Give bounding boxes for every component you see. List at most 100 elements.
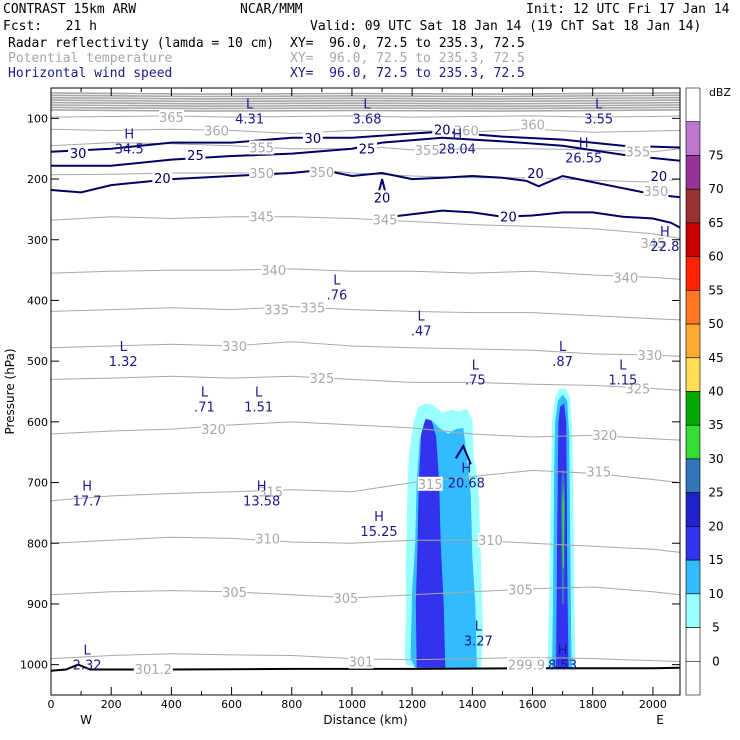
colorbar-segment bbox=[685, 593, 701, 628]
wind-label: 20 bbox=[527, 167, 544, 182]
colorbar-segment bbox=[685, 458, 701, 493]
colorbar-label: 55 bbox=[708, 283, 723, 297]
colorbar-segment bbox=[685, 391, 701, 426]
y-tick-label: 700 bbox=[27, 477, 48, 490]
valid-time: Valid: 09 UTC Sat 18 Jan 14 (19 ChT Sat … bbox=[310, 19, 702, 34]
extremum-value: 34.5 bbox=[115, 143, 144, 158]
field-wind: Horizontal wind speed bbox=[8, 66, 173, 81]
theta-label: 315 bbox=[418, 478, 443, 493]
wind-label: 20 bbox=[154, 172, 171, 187]
theta-label: 360 bbox=[520, 118, 545, 133]
y-tick-label: 300 bbox=[27, 234, 48, 247]
theta-label: 335 bbox=[264, 304, 289, 319]
extremum-value: 1.15 bbox=[608, 373, 637, 388]
wind-label: 20 bbox=[374, 191, 391, 206]
field-theta: Potential temperature bbox=[8, 51, 173, 66]
extremum-value: 4.31 bbox=[235, 112, 264, 127]
wind-label-bg bbox=[152, 170, 173, 185]
colorbar-segment bbox=[685, 526, 701, 561]
extremum-value: 13.58 bbox=[243, 495, 280, 510]
colorbar-label: 30 bbox=[708, 452, 723, 466]
theta-label-bg bbox=[249, 140, 275, 155]
colorbar-segment bbox=[685, 424, 701, 460]
colorbar: 0 5 10 15 20 25 30 35 40 45 50 55 60 65 70 75 dBZ bbox=[685, 86, 731, 696]
theta-label-bg bbox=[613, 270, 639, 285]
field-reflectivity: Radar reflectivity (lamda = 10 cm) bbox=[8, 36, 275, 51]
theta-label-bg bbox=[520, 117, 546, 132]
theta-label: 301.2 bbox=[135, 663, 172, 678]
colorbar-segment bbox=[685, 290, 701, 325]
x-tick-label: 400 bbox=[161, 698, 182, 711]
wind-label-bg bbox=[357, 141, 378, 156]
y-tick-label: 800 bbox=[27, 537, 48, 550]
theta-contour-305 bbox=[50, 586, 681, 599]
chart-title: CONTRAST 15km ARW bbox=[3, 2, 137, 17]
y-tick-label: 600 bbox=[27, 416, 48, 429]
colorbar-label: 45 bbox=[708, 351, 723, 365]
theta-contour-325 bbox=[50, 375, 681, 391]
theta-label-bg bbox=[249, 209, 275, 224]
colorbar-label: 10 bbox=[708, 587, 723, 601]
colorbar-label: 70 bbox=[708, 182, 723, 196]
wind-label: 20 bbox=[434, 123, 451, 138]
theta-label: 350 bbox=[249, 167, 274, 182]
terrain-surface bbox=[50, 663, 681, 672]
colorbar-segment bbox=[685, 492, 701, 527]
x-tick-label: 1000 bbox=[338, 698, 366, 711]
colorbar-segment bbox=[685, 222, 701, 257]
colorbar-segment bbox=[685, 188, 701, 224]
contour-labels: 365 360 360 360 355 355 355 350 350 350 345 345 345 3… bbox=[68, 110, 669, 678]
y-tick-label: 200 bbox=[27, 173, 48, 186]
x-tick-label: 1600 bbox=[519, 698, 547, 711]
theta-label: 330 bbox=[637, 349, 662, 364]
colorbar-label: 0 bbox=[712, 654, 720, 668]
extremum-H: H bbox=[579, 137, 589, 152]
theta-label-bg bbox=[625, 144, 651, 159]
y-axis-label: Pressure (hPa) bbox=[3, 348, 17, 434]
extremum-value: 3.27 bbox=[464, 634, 493, 649]
theta-label-bg bbox=[507, 582, 533, 597]
colorbar-segment bbox=[685, 121, 701, 156]
west-end-label: W bbox=[80, 713, 92, 727]
extremum-H: H bbox=[558, 644, 568, 659]
extremum-value: 28.04 bbox=[439, 143, 476, 158]
wind-contour-20 bbox=[390, 209, 681, 229]
theta-label-bg bbox=[640, 235, 666, 250]
theta-label: 360 bbox=[204, 124, 229, 139]
colorbar-label: 40 bbox=[708, 385, 723, 399]
colorbar-label: 5 bbox=[712, 621, 720, 635]
extremum-value: 8.53 bbox=[548, 659, 577, 674]
x-tick-label: 1800 bbox=[579, 698, 607, 711]
extremum-H: H bbox=[452, 128, 462, 143]
colorbar-label: 20 bbox=[708, 519, 723, 533]
wind-label: 30 bbox=[70, 147, 87, 162]
wind-label-bg bbox=[648, 169, 669, 184]
y-tick-label: 400 bbox=[27, 294, 48, 307]
x-tick-label: 2000 bbox=[639, 698, 667, 711]
theta-label: 345 bbox=[373, 214, 398, 229]
theta-label-bg bbox=[348, 654, 374, 669]
field-reflectivity-xy: XY= 96.0, 72.5 to 235.3, 72.5 bbox=[290, 36, 525, 51]
extremum-value: 3.55 bbox=[584, 112, 613, 127]
colorbar-segment bbox=[685, 357, 701, 392]
extremum-L: L bbox=[595, 97, 603, 112]
wind-label: 30 bbox=[305, 132, 322, 147]
extremum-L: L bbox=[83, 644, 91, 659]
colorbar-segment bbox=[685, 559, 701, 595]
extremum-value: 26.55 bbox=[565, 152, 602, 167]
theta-label-bg bbox=[417, 476, 443, 491]
theta-label-bg bbox=[477, 533, 503, 548]
theta-label: 310 bbox=[478, 534, 503, 549]
theta-label: 310 bbox=[255, 532, 280, 547]
theta-band-upper bbox=[50, 92, 681, 95]
theta-contour-345 bbox=[50, 216, 681, 239]
y-tick-label: 100 bbox=[27, 112, 48, 125]
theta-label-bg bbox=[333, 590, 359, 605]
theta-label: 305 bbox=[222, 586, 247, 601]
theta-label: 325 bbox=[309, 372, 334, 387]
theta-label-bg bbox=[372, 212, 398, 227]
theta-label: 355 bbox=[415, 144, 440, 159]
theta-label-bg bbox=[264, 302, 290, 317]
wind-label-bg bbox=[432, 122, 453, 137]
